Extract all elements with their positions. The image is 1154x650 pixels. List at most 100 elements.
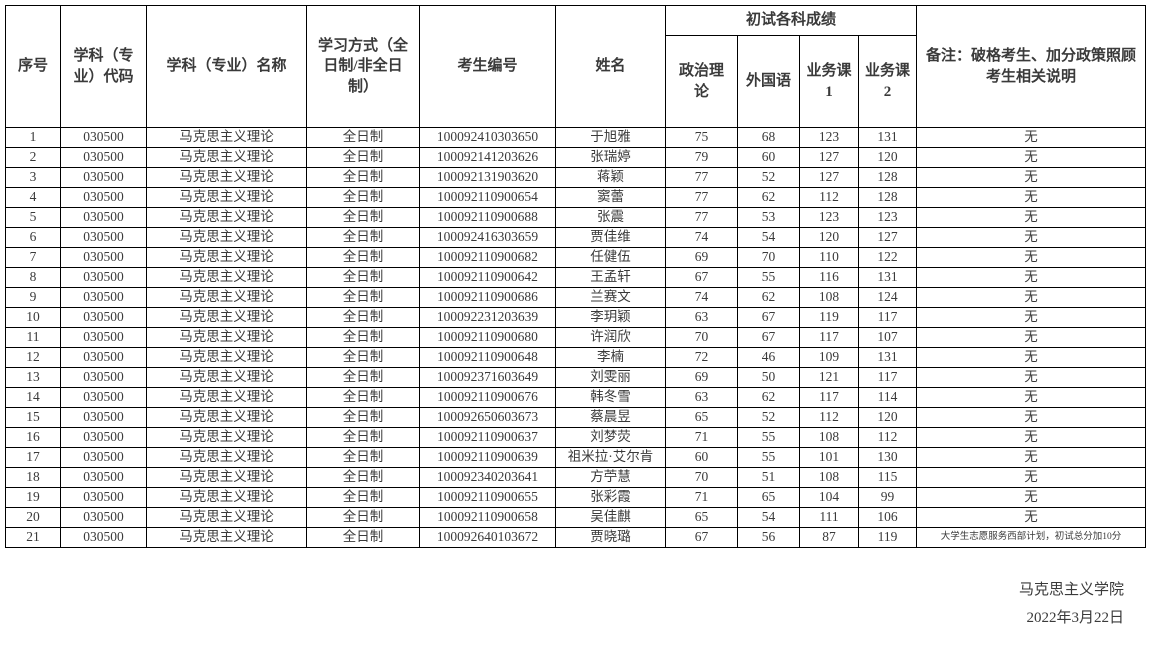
cell-study-mode: 全日制 [306, 147, 420, 168]
table-row: 19 030500 马克思主义理论 全日制 100092110900655 张彩霞 71 65… [5, 487, 1147, 508]
cell-study-mode: 全日制 [306, 247, 420, 268]
col-header-scores-group: 初试各科成绩 [664, 5, 918, 36]
cell-course1-score: 109 [799, 347, 859, 368]
table-row: 17 030500 马克思主义理论 全日制 100092110900639 祖米拉·艾尔肯… [5, 447, 1147, 468]
cell-foreign-lang-score: 62 [737, 187, 800, 208]
cell-name: 兰赛文 [555, 287, 666, 308]
cell-index: 19 [5, 487, 61, 508]
cell-name: 吴佳麒 [555, 507, 666, 528]
cell-politics-score: 71 [665, 487, 738, 508]
cell-subject-code: 030500 [60, 227, 147, 248]
cell-subject-code: 030500 [60, 487, 147, 508]
col-header-remark: 备注：破格考生、加分政策照顾考生相关说明 [916, 5, 1147, 128]
cell-course2-score: 106 [857, 507, 918, 528]
cell-politics-score: 70 [665, 467, 738, 488]
cell-name: 窦蕾 [555, 187, 666, 208]
cell-foreign-lang-score: 55 [737, 267, 800, 288]
cell-study-mode: 全日制 [306, 267, 420, 288]
col-header-course2-score: 业务课2 [857, 35, 918, 128]
cell-study-mode: 全日制 [306, 287, 420, 308]
cell-foreign-lang-score: 67 [737, 307, 800, 328]
cell-name: 李楠 [555, 347, 666, 368]
cell-study-mode: 全日制 [306, 187, 420, 208]
cell-foreign-lang-score: 65 [737, 487, 800, 508]
col-header-name: 姓名 [555, 5, 666, 128]
cell-subject-name: 马克思主义理论 [146, 487, 307, 508]
cell-subject-name: 马克思主义理论 [146, 307, 307, 328]
cell-foreign-lang-score: 55 [737, 447, 800, 468]
cell-subject-code: 030500 [60, 527, 147, 548]
table-row: 5 030500 马克思主义理论 全日制 100092110900688 张震 77 53 12… [5, 207, 1147, 228]
cell-study-mode: 全日制 [306, 467, 420, 488]
cell-course1-score: 111 [799, 507, 859, 528]
cell-remark: 无 [916, 267, 1147, 288]
cell-course1-score: 123 [799, 207, 859, 228]
table-row: 9 030500 马克思主义理论 全日制 100092110900686 兰赛文 74 62 1… [5, 287, 1147, 308]
cell-course1-score: 123 [799, 127, 859, 148]
cell-study-mode: 全日制 [306, 127, 420, 148]
cell-index: 4 [5, 187, 61, 208]
cell-course2-score: 120 [857, 407, 918, 428]
cell-name: 王孟轩 [555, 267, 666, 288]
cell-study-mode: 全日制 [306, 507, 420, 528]
cell-foreign-lang-score: 46 [737, 347, 800, 368]
cell-politics-score: 77 [665, 187, 738, 208]
cell-study-mode: 全日制 [306, 387, 420, 408]
cell-index: 2 [5, 147, 61, 168]
cell-course1-score: 127 [799, 167, 859, 188]
cell-subject-name: 马克思主义理论 [146, 367, 307, 388]
cell-course1-score: 87 [799, 527, 859, 548]
cell-index: 8 [5, 267, 61, 288]
cell-remark: 无 [916, 487, 1147, 508]
cell-politics-score: 71 [665, 427, 738, 448]
cell-course2-score: 131 [857, 267, 918, 288]
cell-subject-name: 马克思主义理论 [146, 327, 307, 348]
cell-name: 许润欣 [555, 327, 666, 348]
cell-remark: 无 [916, 347, 1147, 368]
cell-candidate-no: 100092410303650 [419, 127, 556, 148]
cell-subject-code: 030500 [60, 307, 147, 328]
cell-subject-code: 030500 [60, 507, 147, 528]
cell-politics-score: 77 [665, 167, 738, 188]
cell-candidate-no: 100092110900688 [419, 207, 556, 228]
cell-subject-name: 马克思主义理论 [146, 387, 307, 408]
cell-study-mode: 全日制 [306, 527, 420, 548]
cell-remark: 无 [916, 307, 1147, 328]
cell-remark: 无 [916, 147, 1147, 168]
cell-remark: 无 [916, 127, 1147, 148]
cell-index: 10 [5, 307, 61, 328]
cell-study-mode: 全日制 [306, 227, 420, 248]
cell-index: 17 [5, 447, 61, 468]
cell-course2-score: 99 [857, 487, 918, 508]
cell-name: 贾佳维 [555, 227, 666, 248]
cell-course1-score: 108 [799, 287, 859, 308]
cell-subject-code: 030500 [60, 127, 147, 148]
table-row: 11 030500 马克思主义理论 全日制 100092110900680 许润欣 70 67… [5, 327, 1147, 348]
cell-subject-name: 马克思主义理论 [146, 227, 307, 248]
cell-foreign-lang-score: 60 [737, 147, 800, 168]
cell-course2-score: 117 [857, 367, 918, 388]
cell-candidate-no: 100092131903620 [419, 167, 556, 188]
cell-name: 刘梦荧 [555, 427, 666, 448]
table-row: 6 030500 马克思主义理论 全日制 100092416303659 贾佳维 74 54 1… [5, 227, 1147, 248]
cell-politics-score: 60 [665, 447, 738, 468]
cell-course1-score: 120 [799, 227, 859, 248]
table-row: 2 030500 马克思主义理论 全日制 100092141203626 张瑞婷 79 60 1… [5, 147, 1147, 168]
cell-remark: 大学生志愿服务西部计划，初试总分加10分 [916, 527, 1147, 548]
cell-candidate-no: 100092110900637 [419, 427, 556, 448]
cell-remark: 无 [916, 167, 1147, 188]
cell-remark: 无 [916, 427, 1147, 448]
col-header-subject-name: 学科（专业）名称 [146, 5, 307, 128]
cell-subject-name: 马克思主义理论 [146, 267, 307, 288]
cell-remark: 无 [916, 247, 1147, 268]
header-row-top: 序号 学科（专业）代码 学科（专业）名称 学习方式（全日制/非全日制） 考生编号… [5, 5, 1147, 128]
table-header: 序号 学科（专业）代码 学科（专业）名称 学习方式（全日制/非全日制） 考生编号… [5, 5, 1147, 128]
col-header-subject-code: 学科（专业）代码 [60, 5, 147, 128]
cell-politics-score: 75 [665, 127, 738, 148]
cell-course2-score: 114 [857, 387, 918, 408]
table-row: 13 030500 马克思主义理论 全日制 100092371603649 刘雯丽 69 50… [5, 367, 1147, 388]
cell-course1-score: 112 [799, 187, 859, 208]
cell-study-mode: 全日制 [306, 447, 420, 468]
cell-course1-score: 121 [799, 367, 859, 388]
cell-politics-score: 65 [665, 407, 738, 428]
